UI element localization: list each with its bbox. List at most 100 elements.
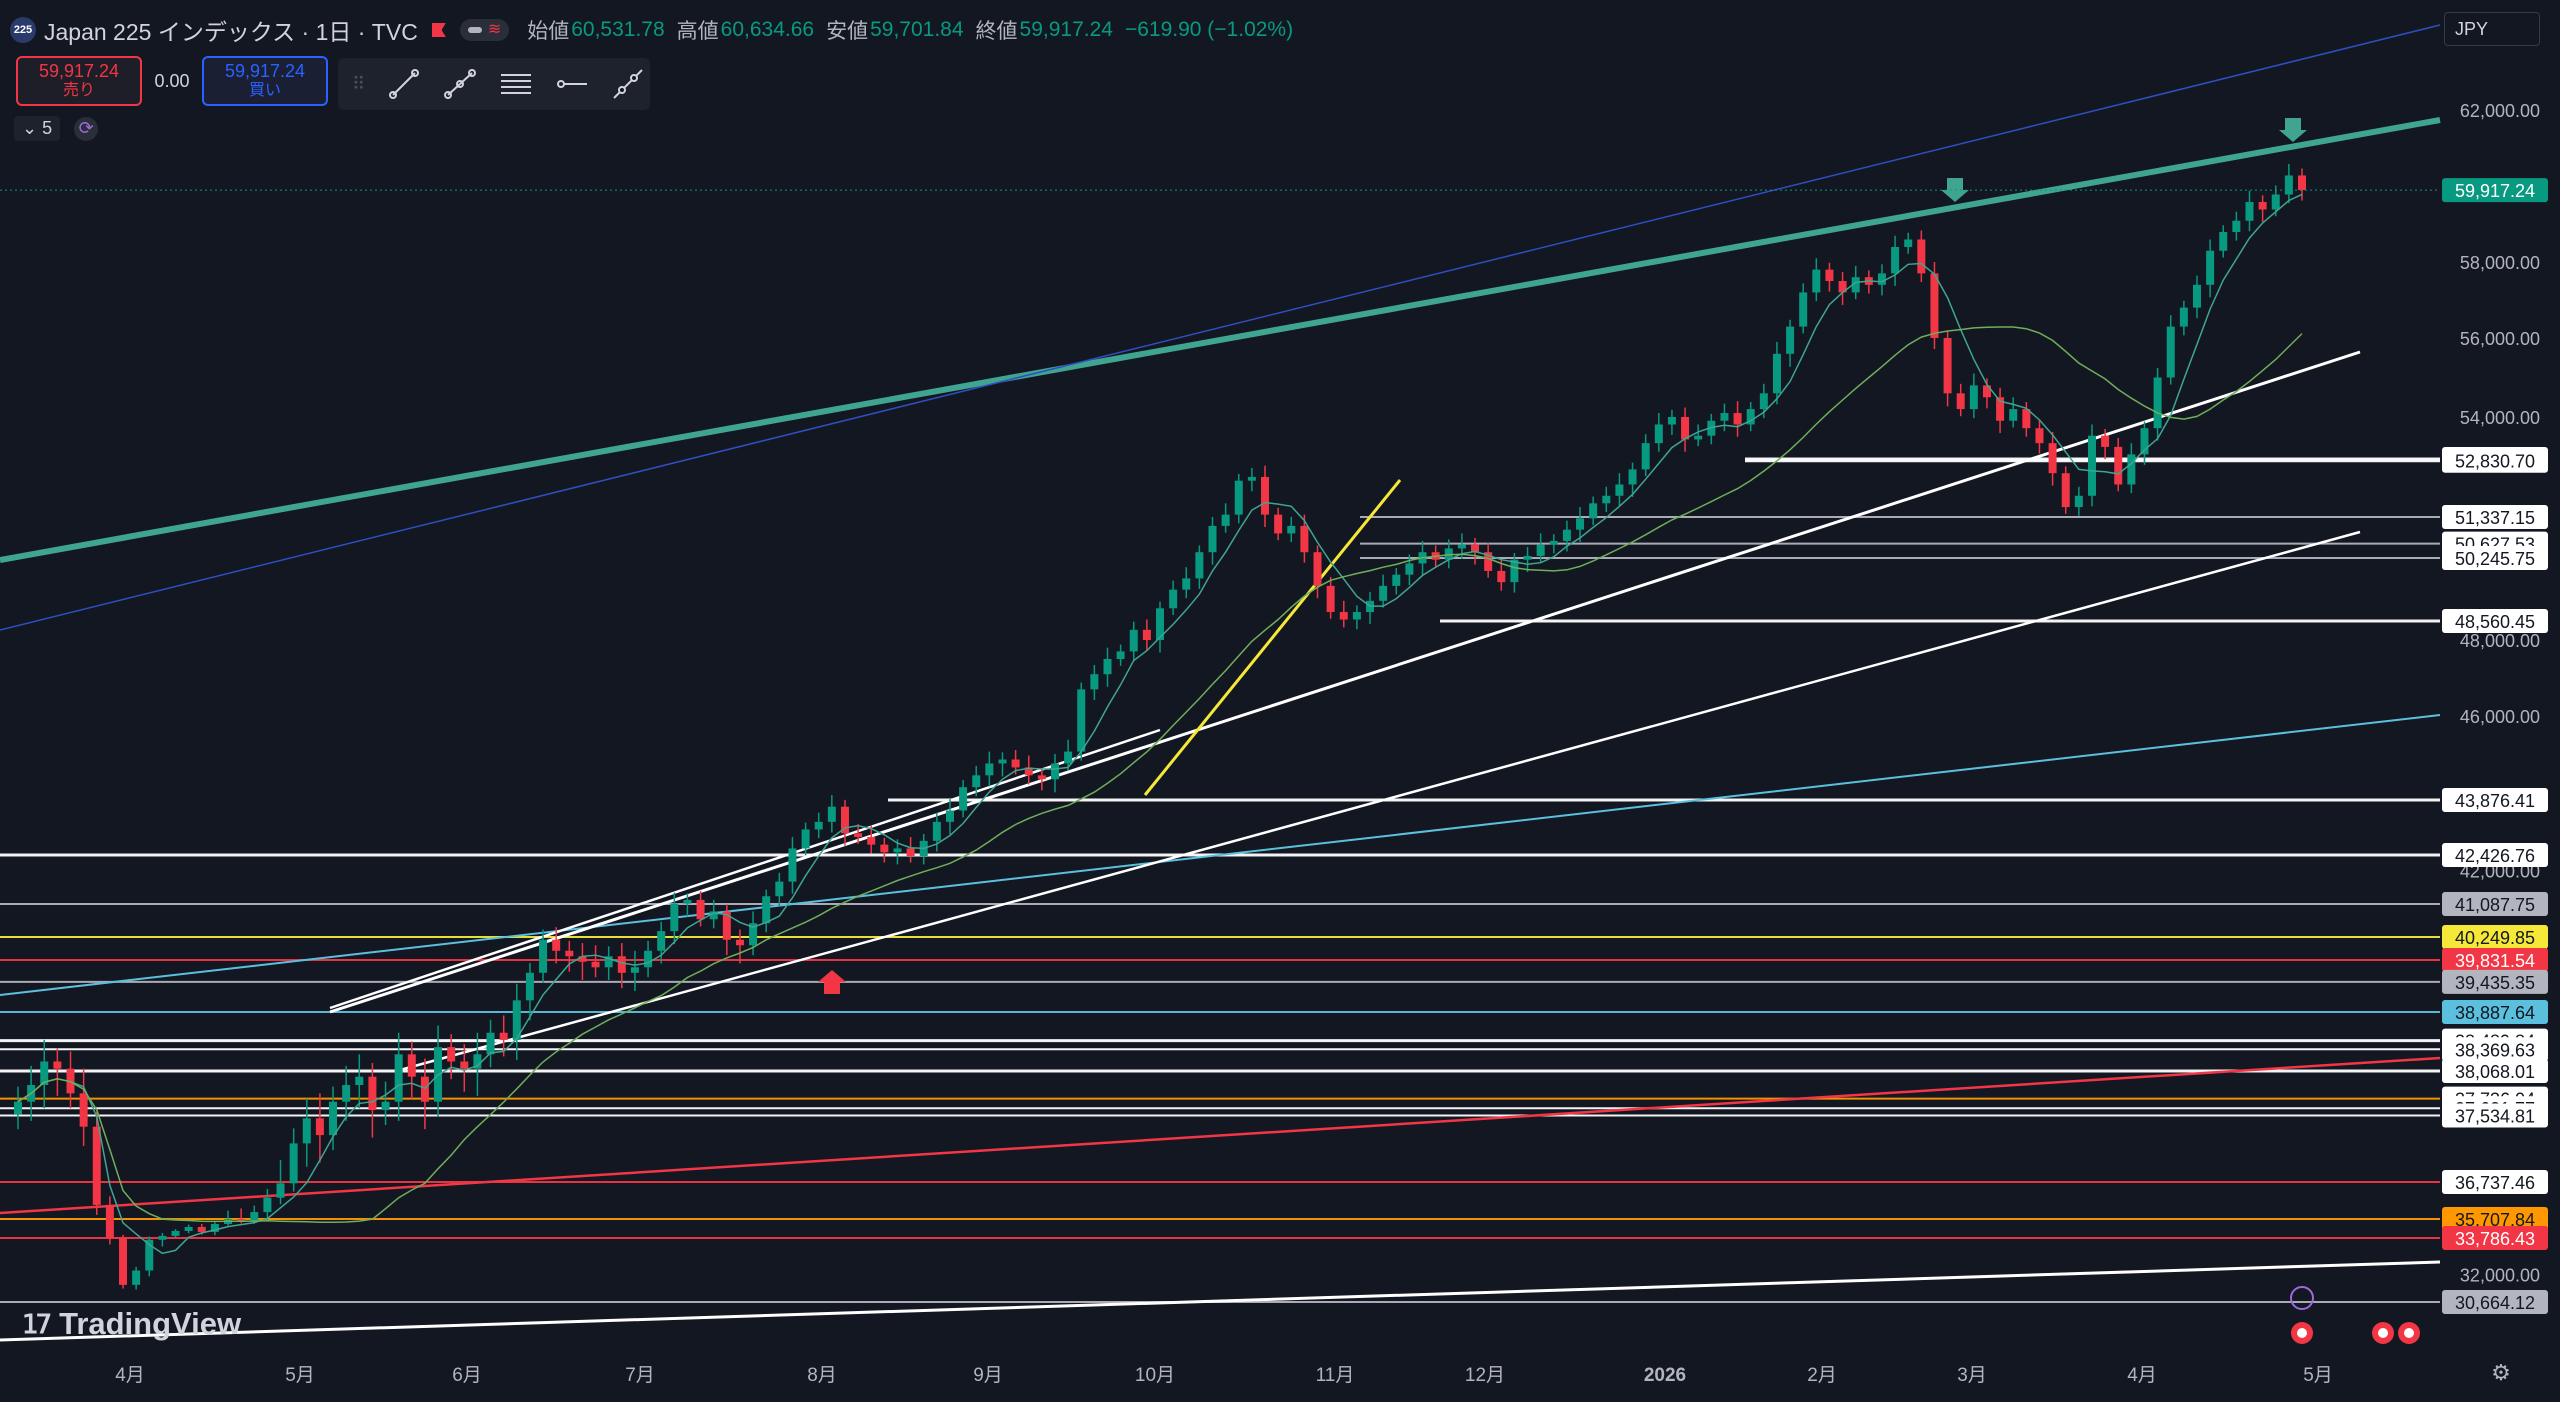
candle-body[interactable] [1825,269,1834,281]
candle-body[interactable] [1497,570,1506,583]
candle-body[interactable] [1786,326,1795,354]
candle-body[interactable] [2074,495,2083,508]
candle-body[interactable] [1667,417,1676,425]
candle-body[interactable] [801,829,810,849]
candle-body[interactable] [840,806,849,834]
candle-body[interactable] [1812,269,1821,293]
candle-body[interactable] [630,967,639,973]
candle-body[interactable] [79,1093,88,1127]
parallel-channel-icon[interactable] [499,67,533,101]
candle-body[interactable] [1851,277,1860,293]
candle-body[interactable] [499,1032,508,1040]
ray-icon[interactable] [443,67,477,101]
candle-body[interactable] [2245,202,2254,221]
candle-body[interactable] [1589,503,1598,519]
candle-body[interactable] [1156,608,1164,640]
candle-body[interactable] [368,1076,377,1111]
channel-upper-line[interactable] [0,117,2441,563]
candle-body[interactable] [2048,443,2057,474]
candle-body[interactable] [2179,307,2188,327]
candle-body[interactable] [1904,239,1913,248]
candle-body[interactable] [945,810,954,822]
candle-body[interactable] [2232,220,2241,232]
candle-body[interactable] [1969,385,1978,410]
candle-body[interactable] [1208,525,1217,553]
candle-body[interactable] [644,950,653,968]
candle-body[interactable] [329,1101,338,1136]
candle-body[interactable] [315,1118,324,1136]
candle-body[interactable] [1379,585,1388,601]
candle-body[interactable] [53,1061,62,1069]
candle-body[interactable] [2206,250,2215,285]
candle-body[interactable] [985,763,994,776]
candle-body[interactable] [2258,202,2267,210]
candle-body[interactable] [460,1061,469,1069]
candle-body[interactable] [617,956,626,973]
candle-body[interactable] [2192,284,2201,308]
candle-body[interactable] [1129,629,1138,652]
candle-body[interactable] [578,956,587,962]
candle-body[interactable] [1116,651,1125,659]
sync-icon[interactable]: ⟳ [74,116,99,141]
candle-body[interactable] [2166,326,2175,378]
candle-body[interactable] [1103,659,1112,675]
blue-trend-line[interactable] [0,714,2441,996]
candle-body[interactable] [512,1000,521,1040]
candle-body[interactable] [788,848,797,882]
extended-line-icon[interactable] [611,67,645,101]
channel-outer-line[interactable] [0,24,2441,631]
white-channel-lower[interactable] [329,350,2361,1014]
yellow-trend-line[interactable] [1143,479,1402,796]
candle-body[interactable] [2101,435,2110,447]
candle-body[interactable] [1549,540,1558,545]
candle-body[interactable] [722,911,731,940]
candle-body[interactable] [735,939,744,946]
drag-handle-icon[interactable]: ⠿ [352,73,366,94]
long-term-support-line[interactable] [0,1260,2441,1342]
currency-selector[interactable]: JPY [2444,12,2540,46]
candle-body[interactable] [1930,273,1939,338]
candle-body[interactable] [775,881,784,897]
candle-body[interactable] [2022,409,2031,429]
candle-body[interactable] [1142,629,1151,640]
candle-body[interactable] [762,896,771,924]
candle-body[interactable] [1720,413,1729,421]
candle-body[interactable] [1996,397,2005,421]
candle-body[interactable] [1746,409,1755,425]
candle-body[interactable] [1536,544,1545,556]
candle-body[interactable] [447,1047,456,1062]
candle-body[interactable] [2271,194,2280,210]
candle-body[interactable] [893,848,902,853]
candle-body[interactable] [932,821,941,841]
candle-body[interactable] [105,1204,114,1238]
white-channel-upper[interactable] [329,728,1161,1010]
alert-icon[interactable] [2290,1286,2314,1310]
candle-body[interactable] [184,1226,193,1231]
candle-body[interactable] [1195,552,1204,579]
candle-body[interactable] [749,923,758,946]
candle-body[interactable] [1077,689,1086,752]
candle-body[interactable] [1300,525,1309,553]
candle-body[interactable] [92,1126,101,1205]
white-support-line[interactable] [399,530,2361,1072]
candle-body[interactable] [1654,424,1663,444]
candle-body[interactable] [473,1054,482,1069]
candle-body[interactable] [1484,552,1493,571]
candle-body[interactable] [552,939,561,951]
candle-body[interactable] [40,1061,49,1086]
candle-body[interactable] [2061,473,2070,508]
candle-body[interactable] [1221,514,1230,526]
candle-body[interactable] [2153,377,2162,429]
candle-body[interactable] [906,848,915,856]
candle-body[interactable] [2127,454,2136,485]
visibility-toggle[interactable]: ≋ [459,19,510,41]
indicator-count-toggle[interactable]: ⌄ 5 [14,116,61,141]
candle-body[interactable] [237,1219,246,1222]
candle-body[interactable] [709,911,718,920]
candle-body[interactable] [565,950,574,957]
candle-body[interactable] [525,972,534,1001]
candle-body[interactable] [657,931,666,951]
candle-body[interactable] [1457,544,1466,549]
candle-body[interactable] [1182,578,1191,590]
candle-body[interactable] [2035,428,2044,444]
